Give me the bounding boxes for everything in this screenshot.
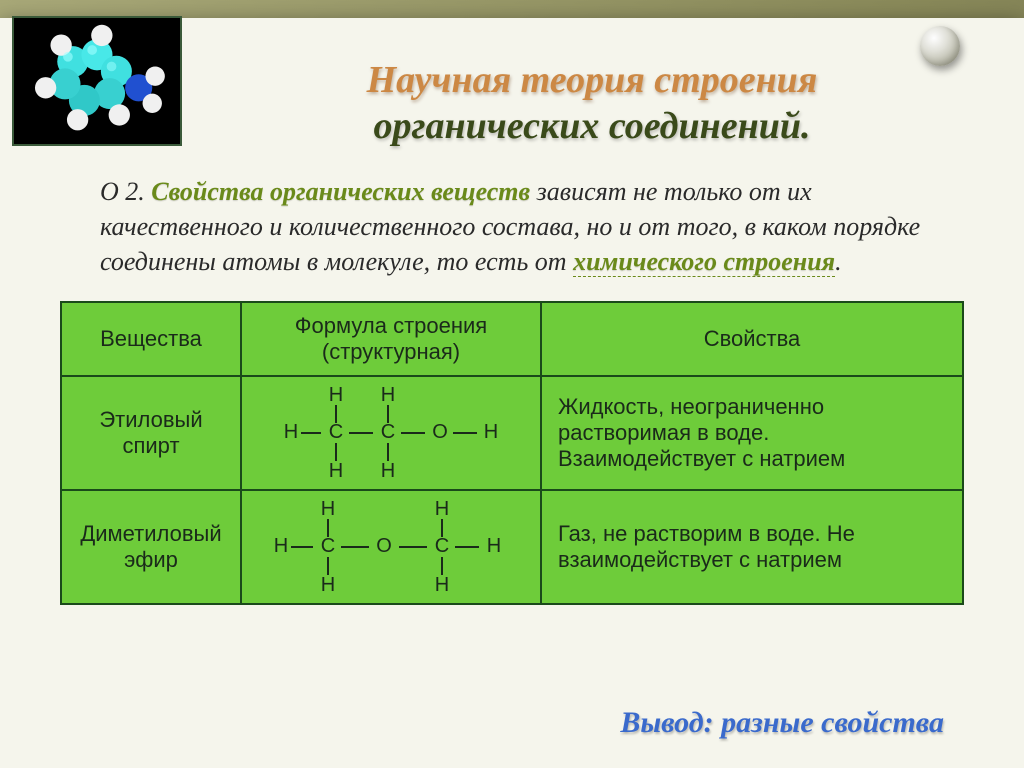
svg-text:C: C [435, 535, 449, 557]
table-header-row: Вещества Формула строения (структурная) … [61, 302, 963, 376]
emphasis-2: химического строения [573, 247, 835, 277]
cell-props-1: Жидкость, неограниченно растворимая в во… [541, 376, 963, 490]
svg-text:H: H [484, 421, 498, 443]
body-paragraph: O 2. Свойства органических веществ завис… [100, 174, 954, 279]
svg-text:H: H [381, 460, 395, 482]
svg-text:H: H [381, 384, 395, 406]
cell-formula-2: H C H H O C H H [241, 490, 541, 604]
title-line-1: Научная теория строения [367, 59, 818, 101]
svg-text:O: O [376, 535, 392, 557]
table-row: Диметиловый эфир H C H H O [61, 490, 963, 604]
svg-text:H: H [321, 574, 335, 596]
col-header-substance: Вещества [61, 302, 241, 376]
molecule-image [12, 16, 182, 146]
svg-text:H: H [284, 421, 298, 443]
emphasis-1: Свойства органических веществ [151, 177, 530, 206]
para-text-2: . [835, 247, 842, 276]
svg-text:H: H [329, 384, 343, 406]
svg-text:H: H [321, 498, 335, 520]
title-line-2: органических соединений. [374, 105, 811, 147]
col-header-formula: Формула строения (структурная) [241, 302, 541, 376]
cell-formula-1: H C H H C H H O [241, 376, 541, 490]
svg-text:H: H [487, 535, 501, 557]
properties-table: Вещества Формула строения (структурная) … [60, 301, 964, 605]
svg-text:H: H [435, 498, 449, 520]
cell-props-2: Газ, не растворим в воде. Не взаимодейст… [541, 490, 963, 604]
svg-text:H: H [329, 460, 343, 482]
conclusion-text: Вывод: разные свойства [620, 706, 944, 740]
svg-text:C: C [329, 421, 343, 443]
cell-name-2: Диметиловый эфир [61, 490, 241, 604]
table-row: Этиловый спирт H C H H C [61, 376, 963, 490]
svg-text:C: C [381, 421, 395, 443]
list-marker: O 2. [100, 177, 145, 206]
slide-paper: Научная теория строения органических сое… [0, 18, 1024, 768]
cell-name-1: Этиловый спирт [61, 376, 241, 490]
svg-text:O: O [432, 421, 448, 443]
svg-text:C: C [321, 535, 335, 557]
svg-text:H: H [274, 535, 288, 557]
pushpin-icon [916, 24, 964, 72]
col-header-properties: Свойства [541, 302, 963, 376]
svg-text:H: H [435, 574, 449, 596]
slide-title: Научная теория строения органических сое… [220, 58, 964, 149]
